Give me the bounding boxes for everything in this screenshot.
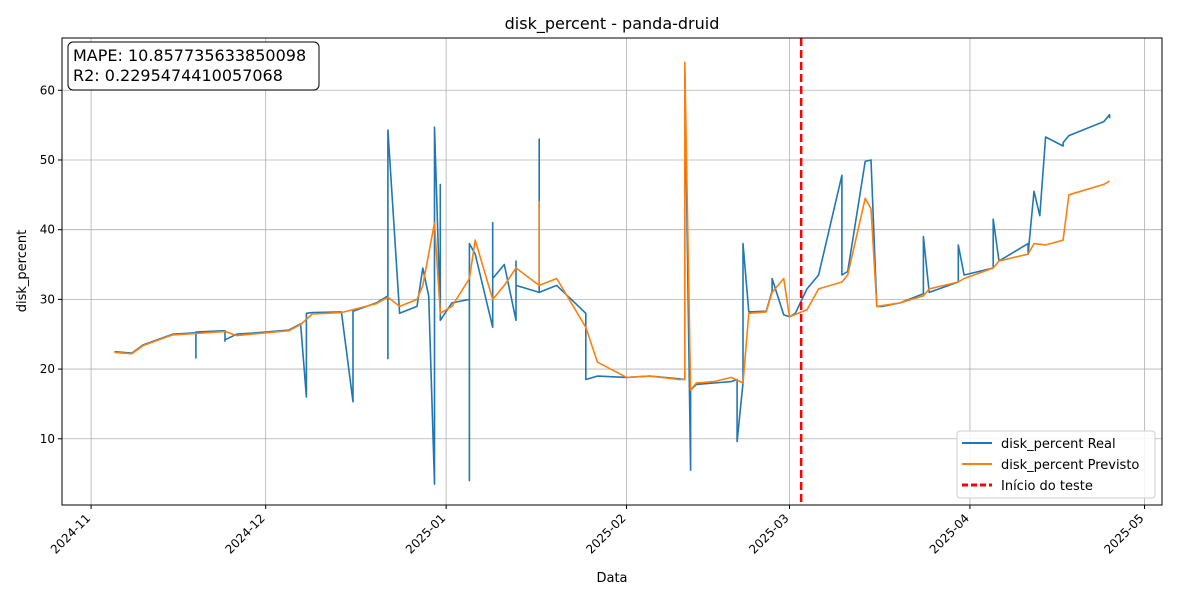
mape-text: MAPE: 10.857735633850098 bbox=[73, 46, 306, 65]
series-layer bbox=[114, 61, 1111, 485]
grid bbox=[62, 38, 1162, 505]
legend: disk_percent Real disk_percent Previsto … bbox=[956, 430, 1156, 499]
legend-label-real: disk_percent Real bbox=[1001, 437, 1116, 452]
metrics-annotation: MAPE: 10.857735633850098 R2: 0.229547441… bbox=[67, 41, 320, 91]
legend-label-previsto: disk_percent Previsto bbox=[1001, 458, 1139, 473]
metrics-annotation-box bbox=[67, 41, 320, 91]
series-real bbox=[114, 68, 1111, 485]
y-tick-label: 50 bbox=[40, 153, 55, 167]
plot-frame bbox=[61, 37, 1163, 506]
chart-title: disk_percent - panda-druid bbox=[505, 14, 720, 34]
y-tick-label: 60 bbox=[40, 83, 55, 97]
y-axis: 10 20 30 40 50 60 bbox=[40, 83, 62, 446]
x-axis-label: Data bbox=[596, 571, 627, 586]
y-tick-label: 10 bbox=[40, 432, 55, 446]
y-tick-label: 30 bbox=[40, 292, 55, 306]
series-previsto bbox=[114, 61, 1111, 391]
legend-label-test-start: Início do teste bbox=[1001, 479, 1093, 494]
y-tick-label: 40 bbox=[40, 223, 55, 237]
legend-box bbox=[956, 430, 1156, 499]
y-axis-label: disk_percent bbox=[15, 230, 30, 312]
r2-text: R2: 0.2295474410057068 bbox=[73, 66, 283, 85]
y-tick-label: 20 bbox=[40, 362, 55, 376]
